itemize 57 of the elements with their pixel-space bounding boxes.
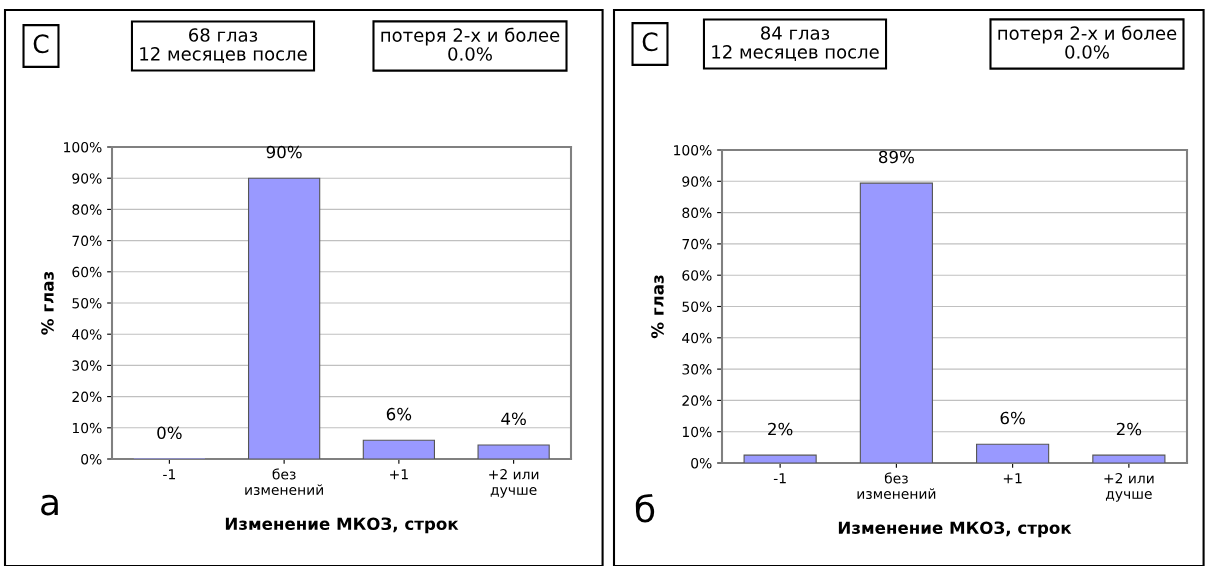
y-tick-label: 40% bbox=[72, 329, 102, 340]
x-tick-label: +1 bbox=[1003, 473, 1022, 484]
y-tick-label: 90% bbox=[72, 173, 102, 184]
y-tick-label: 30% bbox=[682, 364, 712, 375]
y-axis-title: % глаз bbox=[651, 275, 664, 339]
x-axis-title: Изменение МКОЗ, строк bbox=[838, 521, 1072, 538]
y-tick-label: 80% bbox=[72, 204, 102, 215]
x-tick-label: -1 bbox=[773, 473, 786, 484]
text: 68 глаз 12 месяцев после bbox=[140, 28, 307, 63]
data-label: 89% bbox=[878, 150, 914, 164]
y-tick-label: 70% bbox=[72, 235, 102, 247]
x-tick-label: -1 bbox=[163, 469, 176, 480]
y-tick-label: 10% bbox=[682, 426, 712, 438]
text: C bbox=[642, 32, 658, 52]
y-tick-label: 70% bbox=[682, 238, 712, 250]
y-tick-label: 20% bbox=[72, 391, 102, 403]
data-label: 90% bbox=[266, 145, 302, 159]
bar bbox=[477, 444, 550, 459]
text: потеря 2-х и более 0.0% bbox=[381, 27, 560, 61]
bar bbox=[362, 439, 436, 459]
y-tick-label: 50% bbox=[682, 301, 712, 312]
bar bbox=[743, 454, 817, 463]
data-label: 6% bbox=[1000, 411, 1025, 425]
text: а bbox=[41, 494, 58, 516]
y-tick-label: 30% bbox=[72, 360, 102, 371]
y-tick-label: 60% bbox=[682, 270, 712, 281]
data-label: 6% bbox=[386, 407, 412, 421]
data-label: 2% bbox=[1116, 422, 1142, 436]
y-tick-label: 0% bbox=[691, 457, 712, 469]
text: потеря 2-х и более 0.0% bbox=[998, 25, 1177, 59]
data-label: 2% bbox=[768, 422, 793, 436]
y-tick-label: 100% bbox=[674, 144, 712, 156]
text: б bbox=[635, 493, 655, 523]
y-tick-label: 100% bbox=[64, 141, 102, 153]
y-tick-label: 90% bbox=[682, 176, 712, 187]
x-tick-label: без изменений bbox=[245, 468, 323, 496]
bar bbox=[1092, 454, 1166, 463]
y-tick-label: 60% bbox=[72, 266, 102, 278]
text: 84 глаз 12 месяцев после bbox=[712, 26, 879, 61]
bar bbox=[976, 443, 1050, 463]
y-tick-label: 40% bbox=[682, 332, 712, 344]
text: C bbox=[33, 34, 49, 54]
x-axis-title: Изменение МКОЗ, строк bbox=[225, 517, 459, 534]
y-axis-title: % глаз bbox=[41, 271, 54, 335]
bar bbox=[859, 182, 933, 463]
data-label: 0% bbox=[157, 426, 182, 440]
x-tick-label: +1 bbox=[390, 469, 408, 480]
y-tick-label: 10% bbox=[72, 422, 102, 434]
y-tick-label: 0% bbox=[81, 453, 102, 465]
y-tick-label: 50% bbox=[72, 297, 102, 309]
x-tick-label: +2 или дучше bbox=[489, 468, 539, 498]
x-tick-label: +2 или дучше bbox=[1104, 472, 1154, 502]
data-label: 4% bbox=[501, 412, 526, 426]
bar bbox=[247, 177, 321, 459]
y-tick-label: 20% bbox=[682, 395, 712, 406]
x-tick-label: без изменений bbox=[857, 472, 936, 500]
y-tick-label: 80% bbox=[682, 207, 712, 219]
